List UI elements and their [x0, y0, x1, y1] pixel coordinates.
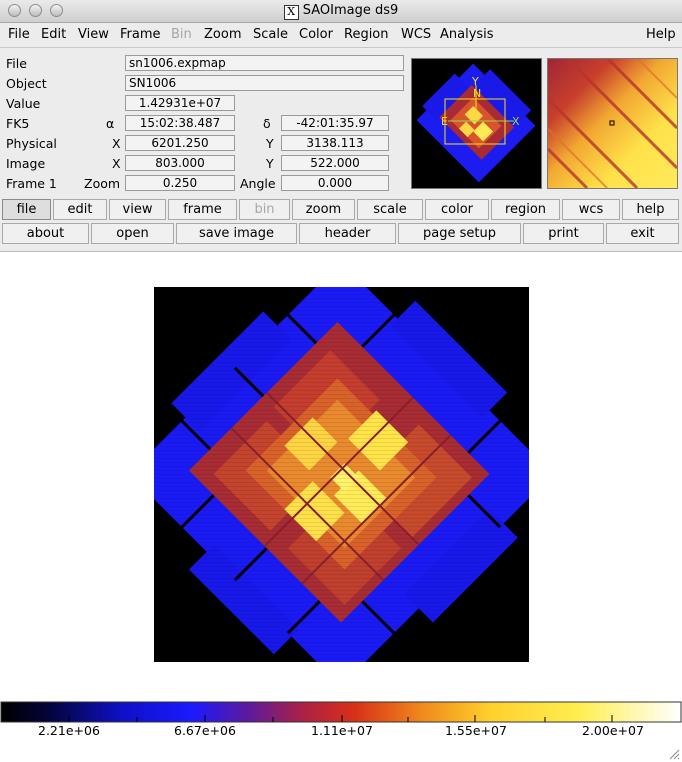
menu-view[interactable]: View	[78, 27, 109, 42]
colorbar-tick-label: 2.00e+07	[582, 723, 644, 738]
image-x-label: X	[112, 156, 121, 171]
image-y-label: Y	[266, 156, 274, 171]
about-button[interactable]: about	[2, 223, 89, 244]
exit-button[interactable]: exit	[606, 223, 679, 244]
frame-label: Frame 1	[6, 176, 57, 191]
window-title: X SAOImage ds9	[0, 3, 682, 20]
alpha-symbol: α	[106, 116, 115, 131]
angle-field: 0.000	[281, 175, 389, 191]
title-bar: X SAOImage ds9	[0, 0, 682, 23]
open-button[interactable]: open	[91, 223, 174, 244]
file-field: sn1006.expmap	[125, 55, 404, 71]
angle-label: Angle	[240, 176, 276, 191]
resize-grip-icon[interactable]	[668, 748, 680, 760]
ra-field: 15:02:38.487	[125, 115, 235, 131]
scale-button[interactable]: scale	[357, 199, 423, 220]
menu-frame[interactable]: Frame	[120, 27, 161, 42]
menu-wcs[interactable]: WCS	[401, 27, 432, 42]
wcs-button[interactable]: wcs	[562, 199, 620, 220]
bin-button[interactable]: bin	[239, 199, 290, 220]
image-label: Image	[6, 156, 46, 171]
physical-label: Physical	[6, 136, 57, 151]
colorbar-tick-label: 1.11e+07	[311, 723, 373, 738]
menu-help[interactable]: Help	[646, 27, 676, 42]
physical-y-field: 3138.113	[281, 135, 389, 151]
colorbar-tick-label: 6.67e+06	[174, 723, 236, 738]
menu-scale[interactable]: Scale	[253, 27, 288, 42]
panner-east-label: E	[441, 115, 448, 128]
menu-region[interactable]: Region	[344, 27, 389, 42]
object-field: SN1006	[125, 75, 404, 91]
menu-bin[interactable]: Bin	[171, 27, 192, 42]
frame-button[interactable]: frame	[168, 199, 237, 220]
color-button[interactable]: color	[425, 199, 489, 220]
region-button[interactable]: region	[491, 199, 560, 220]
zoom-label: Zoom	[84, 176, 121, 191]
minimize-window-button[interactable]	[29, 4, 42, 17]
menu-zoom[interactable]: Zoom	[204, 27, 242, 42]
physical-y-label: Y	[266, 136, 274, 151]
object-label: Object	[6, 76, 47, 91]
menu-edit[interactable]: Edit	[41, 27, 67, 42]
fk5-label: FK5	[6, 116, 30, 131]
image-canvas[interactable]	[0, 251, 682, 698]
magnifier-image	[548, 59, 677, 188]
help-button[interactable]: help	[622, 199, 679, 220]
value-label: Value	[6, 96, 41, 111]
close-window-button[interactable]	[8, 4, 21, 17]
save-image-button[interactable]: save image	[176, 223, 297, 244]
value-field: 1.42931e+07	[125, 95, 235, 111]
menu-bar: File Edit View Frame Bin Zoom Scale Colo…	[0, 23, 682, 48]
x11-logo-icon: X	[283, 5, 299, 20]
print-button[interactable]: print	[523, 223, 604, 244]
magnifier	[547, 58, 678, 189]
physical-x-label: X	[112, 136, 121, 151]
colorbar-tick-label: 1.55e+07	[445, 723, 507, 738]
zoom-button[interactable]: zoom	[292, 199, 355, 220]
colorbar-tick-label: 2.21e+06	[38, 723, 100, 738]
physical-x-field: 6201.250	[125, 135, 235, 151]
panner-x-label: X	[512, 115, 520, 128]
file-button[interactable]: file	[2, 199, 51, 220]
view-button[interactable]: view	[109, 199, 166, 220]
zoom-window-button[interactable]	[50, 4, 63, 17]
colorbar[interactable]	[0, 701, 682, 723]
header-button[interactable]: header	[299, 223, 396, 244]
zoom-field: 0.250	[125, 175, 235, 191]
image-y-field: 522.000	[281, 155, 389, 171]
panner-image: Y N E X	[412, 59, 541, 188]
dec-field: -42:01:35.97	[281, 115, 389, 131]
panner-north-label: N	[473, 87, 481, 100]
delta-symbol: δ	[263, 116, 271, 131]
menu-analysis[interactable]: Analysis	[440, 27, 494, 42]
edit-button[interactable]: edit	[53, 199, 107, 220]
image-x-field: 803.000	[125, 155, 235, 171]
menu-color[interactable]: Color	[299, 27, 333, 42]
sn1006-exposure-map	[154, 287, 529, 662]
file-label: File	[6, 56, 27, 71]
menu-file[interactable]: File	[8, 27, 30, 42]
page-setup-button[interactable]: page setup	[398, 223, 521, 244]
panner-y-label: Y	[471, 75, 479, 88]
panner[interactable]: Y N E X	[411, 58, 542, 189]
